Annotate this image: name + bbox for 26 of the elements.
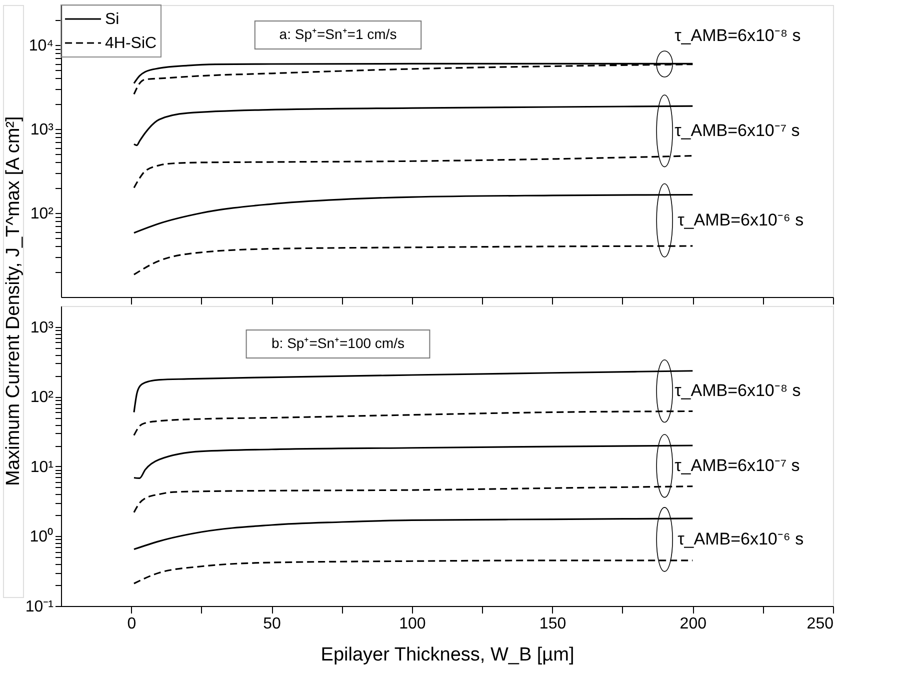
x-tick-label: 100: [399, 616, 426, 632]
x-tick-label: 50: [263, 616, 282, 632]
y-tick-label: 10⁴: [28, 38, 54, 55]
y-tick-label: 10³: [30, 319, 54, 336]
legend-label: 4H-SiC: [105, 35, 157, 52]
annotation: τ_AMB=6x10⁻⁶ s: [678, 210, 804, 230]
annotation: τ_AMB=6x10⁻⁷ s: [674, 456, 800, 475]
annotation: τ_AMB=6x10⁻⁶ s: [678, 529, 804, 548]
annotation: τ_AMB=6x10⁻⁸ s: [674, 26, 801, 46]
annotation: τ_AMB=6x10⁻⁸ s: [674, 381, 801, 400]
annotation: τ_AMB=6x10⁻⁷ s: [674, 120, 800, 140]
y-tick-label: 10³: [30, 122, 54, 139]
legend-label: Si: [105, 11, 120, 28]
x-axis-title: Epilayer Thickness, W_B [µm]: [320, 644, 574, 666]
y-tick-label: 10¹: [30, 459, 54, 476]
y-tick-label: 10⁻¹: [25, 598, 54, 616]
x-tick-label: 150: [539, 616, 566, 632]
y-tick-label: 10⁰: [30, 528, 54, 546]
x-tick-label: 0: [127, 616, 136, 632]
x-tick-label: 200: [680, 616, 707, 632]
annotation: b: Sp⁺=Sn⁺=100 cm/s: [272, 335, 404, 351]
y-tick-label: 10²: [30, 206, 54, 223]
y-tick-label: 10²: [30, 389, 54, 406]
x-tick-label: 250: [806, 616, 834, 632]
annotation: a: Sp⁺=Sn⁺=1 cm/s: [279, 26, 397, 42]
y-axis-title: Maximum Current Density, J_T^max [A cm²]: [3, 116, 24, 486]
